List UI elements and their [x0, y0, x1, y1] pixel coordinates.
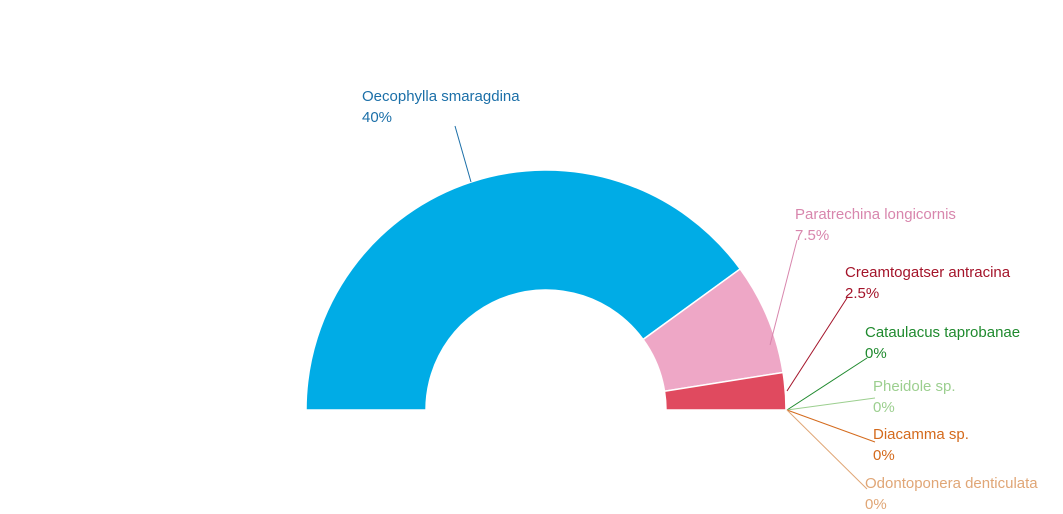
slice-label-name: Oecophylla smaragdina	[362, 88, 520, 105]
leader-line	[786, 409, 868, 490]
slice-label-name: Pheidole sp.	[873, 378, 956, 395]
leader-line	[786, 409, 876, 443]
leader-line	[454, 125, 472, 183]
slice-label-value: 0%	[873, 447, 895, 464]
slice-label-value: 40%	[362, 109, 392, 126]
slice-label-value: 2.5%	[845, 285, 879, 302]
leader-line	[786, 357, 868, 411]
slice-label-value: 0%	[865, 345, 887, 362]
slice-oecophylla-smaragdina[interactable]	[305, 169, 742, 411]
slice-label-name: Cataulacus taprobanae	[865, 324, 1020, 341]
slice-label-value: 7.5%	[795, 227, 829, 244]
slice-label-name: Odontoponera denticulata	[865, 475, 1038, 492]
slice-label-value: 0%	[865, 496, 887, 513]
slice-label-name: Creamtogatser antracina	[845, 264, 1011, 281]
leader-line	[786, 397, 876, 411]
slice-label-name: Diacamma sp.	[873, 426, 969, 443]
slice-label-value: 0%	[873, 399, 895, 416]
slice-creamtogatser-antracina[interactable]	[663, 371, 787, 411]
leader-line	[786, 297, 848, 392]
leader-line	[769, 239, 798, 346]
slice-label-name: Paratrechina longicornis	[795, 206, 956, 223]
